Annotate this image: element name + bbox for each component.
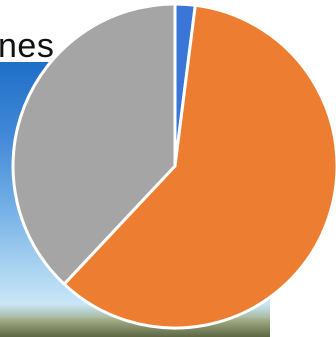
pie-slices [11, 2, 336, 330]
pie-slice-3 [11, 2, 177, 286]
pie-slice-2 [62, 3, 336, 330]
background-title-fragment: nes [0, 27, 55, 65]
